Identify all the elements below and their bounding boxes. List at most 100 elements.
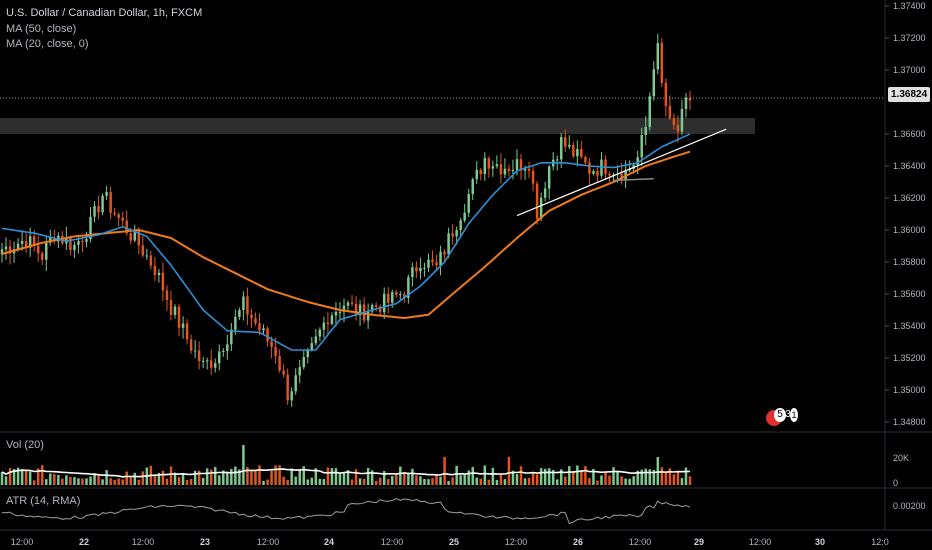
chart-title: U.S. Dollar / Canadian Dollar, 1h, FXCM [6,7,203,19]
volume-bar [612,467,615,485]
price-tick-label: 1.37400 [893,1,926,11]
volume-bar [45,479,48,485]
support-segment [613,178,654,182]
volume-bar [318,478,322,485]
price-tick-label: 1.36600 [893,129,926,139]
volume-bar [57,474,60,485]
time-tick-label: 25 [449,537,459,547]
atr-legend[interactable]: ATR (14, RMA) [6,495,81,507]
volume-bar [125,471,128,485]
candle-body [596,171,599,176]
volume-bar [572,470,575,485]
volume-bar [596,480,599,485]
time-tick-label: 12:00 [381,537,404,547]
candle-body [342,305,346,312]
price-tick-label: 1.36000 [893,225,926,235]
candle-body [471,179,474,195]
volume-bar [378,477,382,485]
volume-bar [177,477,181,485]
atr-tick-label: 0.00200 [893,501,926,511]
volume-bar [189,479,193,485]
volume-bar [81,478,84,485]
candle-body [250,314,253,319]
volume-bar [342,472,346,485]
candle-body [584,157,587,163]
candle-body [266,328,269,342]
volume-bar [455,465,458,485]
volume-bar [395,474,398,485]
volume-bar [36,468,40,485]
volume-tick-label: 20K [893,453,909,463]
candle-body [177,306,181,328]
volume-bar [286,480,289,485]
time-tick-label: 22 [79,537,89,547]
candle-body [652,69,656,97]
volume-bar [688,476,692,485]
volume-bar [322,479,326,485]
time-tick-label: 26 [573,537,583,547]
volume-legend[interactable]: Vol (20) [6,439,44,451]
volume-bar [423,479,426,485]
volume-bar [391,476,394,485]
events-badge[interactable]: 5 3 1 [766,406,798,430]
volume-bar [411,468,414,485]
volume-bar [551,469,555,485]
volume-bar [370,470,374,485]
volume-bar [640,469,643,485]
candle-body [636,157,639,166]
volume-bar [294,476,297,485]
candle-body [334,311,338,316]
candle-body [36,245,40,254]
volume-bar [503,479,507,485]
candle-body [149,255,153,266]
candle-body [226,344,229,351]
atr-line [1,498,691,525]
candle-body [97,206,100,213]
volume-bar [8,468,12,485]
volume-bar [588,478,591,485]
volume-bar [20,469,24,485]
candle-body [660,43,664,83]
candle-body [688,97,692,101]
candle-body [399,294,402,296]
volume-bar [535,474,539,485]
volume-bar [479,478,483,485]
candle-body [423,267,426,269]
volume-bar [24,470,28,485]
candle-body [555,159,559,161]
volume-bar [32,480,36,485]
candle-body [165,290,169,301]
volume-bar [0,472,4,485]
candle-body [270,341,273,348]
volume-bar [165,478,169,485]
candle-body [234,316,237,330]
volume-bar [668,468,672,485]
volume-bar [101,479,104,485]
candle-body [218,351,221,364]
volume-bar [608,475,611,485]
candle-body [197,350,201,362]
candle-body [77,241,80,245]
candle-body [680,109,684,132]
candle-body [592,171,595,174]
ma20-legend[interactable]: MA (20, close, 0) [6,38,89,50]
time-tick-label: 24 [324,537,334,547]
candle-body [620,173,623,181]
candle-body [141,245,145,256]
candle-body [411,267,414,278]
volume-bar [580,470,583,485]
time-tick-label: 29 [694,537,704,547]
volume-bar [40,465,44,485]
candle-body [523,168,527,171]
ma50-legend[interactable]: MA (50, close) [6,23,77,35]
volume-bar [262,480,265,485]
volume-bar [491,467,495,485]
candle-body [354,303,358,316]
volume-bar [475,477,479,485]
volume-bar [117,478,120,485]
candle-body [366,311,370,321]
volume-bar [403,472,406,485]
candle-body [668,106,672,119]
volume-bar [620,476,623,485]
